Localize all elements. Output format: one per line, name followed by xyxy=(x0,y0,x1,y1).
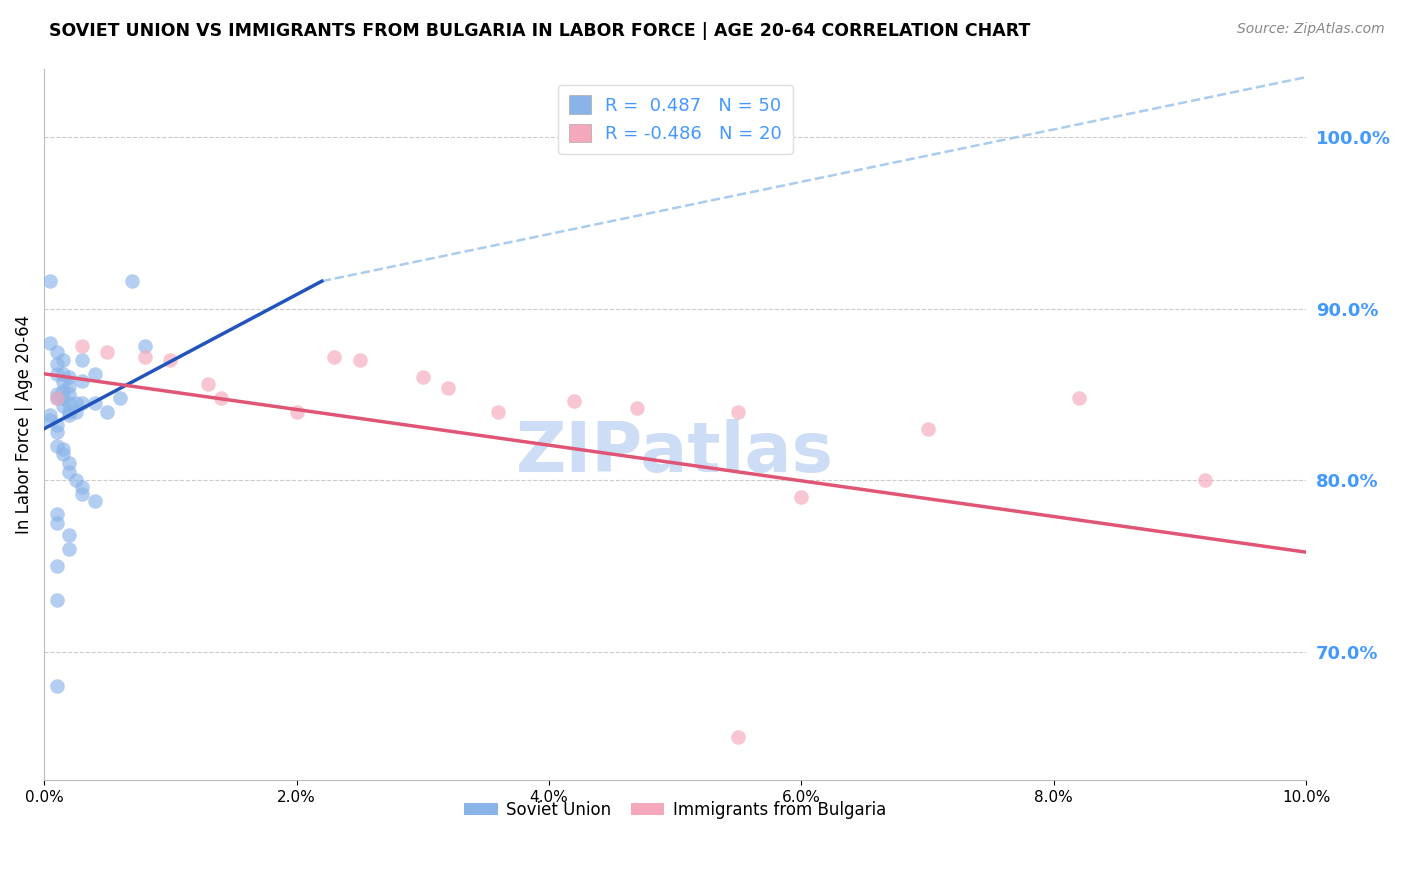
Point xyxy=(45,387,67,401)
Point xyxy=(209,391,232,405)
Text: SOVIET UNION VS IMMIGRANTS FROM BULGARIA IN LABOR FORCE | AGE 20-64 CORRELATION : SOVIET UNION VS IMMIGRANTS FROM BULGARIA… xyxy=(49,22,1031,40)
Point xyxy=(52,353,75,368)
Point xyxy=(45,516,67,530)
Point xyxy=(488,404,510,418)
Point xyxy=(70,487,93,501)
Point xyxy=(58,379,80,393)
Point xyxy=(52,400,75,414)
Point xyxy=(65,473,87,487)
Point xyxy=(727,404,749,418)
Point xyxy=(96,344,118,359)
Point xyxy=(83,396,105,410)
Point xyxy=(108,391,131,405)
Point xyxy=(45,367,67,381)
Point xyxy=(70,353,93,368)
Y-axis label: In Labor Force | Age 20-64: In Labor Force | Age 20-64 xyxy=(15,315,32,534)
Point xyxy=(45,344,67,359)
Point xyxy=(52,376,75,390)
Point xyxy=(58,370,80,384)
Point xyxy=(70,339,93,353)
Point xyxy=(39,274,62,288)
Point xyxy=(45,418,67,433)
Point xyxy=(65,396,87,410)
Point xyxy=(285,404,308,418)
Point xyxy=(790,491,813,505)
Point xyxy=(39,335,62,350)
Point xyxy=(58,396,80,410)
Point xyxy=(121,274,143,288)
Point xyxy=(134,350,156,364)
Point xyxy=(1194,473,1216,487)
Point xyxy=(65,404,87,418)
Point xyxy=(52,384,75,398)
Point xyxy=(412,370,434,384)
Point xyxy=(562,394,585,409)
Point xyxy=(727,731,749,745)
Point xyxy=(39,413,62,427)
Point xyxy=(52,447,75,461)
Point xyxy=(58,387,80,401)
Point xyxy=(70,396,93,410)
Point xyxy=(45,357,67,371)
Point xyxy=(159,353,181,368)
Point xyxy=(96,404,118,418)
Point xyxy=(134,339,156,353)
Point xyxy=(45,558,67,573)
Point xyxy=(197,377,219,392)
Point xyxy=(45,593,67,607)
Point xyxy=(83,367,105,381)
Point xyxy=(45,508,67,522)
Point xyxy=(39,408,62,422)
Point xyxy=(58,456,80,470)
Point xyxy=(349,353,371,368)
Point xyxy=(45,391,67,405)
Point xyxy=(52,442,75,457)
Point xyxy=(626,401,648,416)
Point xyxy=(323,350,346,364)
Legend: Soviet Union, Immigrants from Bulgaria: Soviet Union, Immigrants from Bulgaria xyxy=(458,794,893,825)
Point xyxy=(45,439,67,453)
Point xyxy=(437,380,460,394)
Text: ZIPatlas: ZIPatlas xyxy=(516,419,834,486)
Point xyxy=(58,465,80,479)
Point xyxy=(917,422,939,436)
Point xyxy=(1067,391,1090,405)
Point xyxy=(52,391,75,405)
Point xyxy=(83,493,105,508)
Point xyxy=(58,404,80,418)
Point xyxy=(70,480,93,494)
Point xyxy=(58,541,80,556)
Point xyxy=(58,408,80,422)
Point xyxy=(45,425,67,439)
Text: Source: ZipAtlas.com: Source: ZipAtlas.com xyxy=(1237,22,1385,37)
Point xyxy=(45,391,67,405)
Point xyxy=(45,679,67,693)
Point xyxy=(52,367,75,381)
Point xyxy=(58,528,80,542)
Point xyxy=(70,374,93,388)
